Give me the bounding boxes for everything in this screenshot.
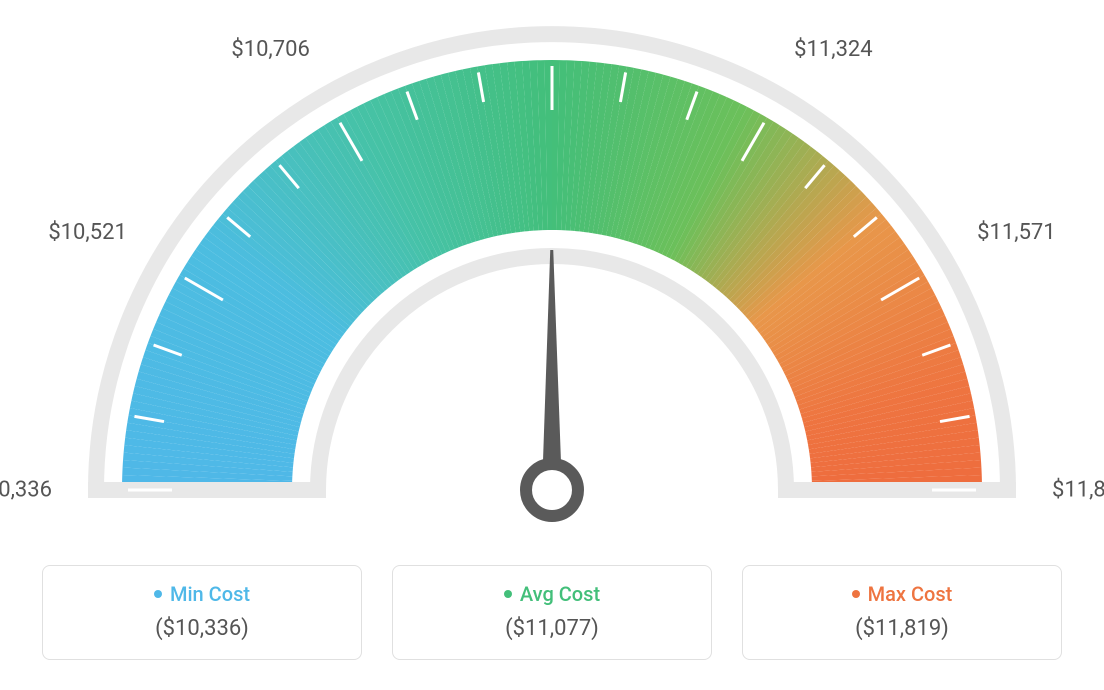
gauge-tick-label: $10,706 [231, 37, 310, 62]
legend-card-min: Min Cost ($10,336) [42, 565, 362, 660]
legend-title-max: Max Cost [852, 582, 953, 606]
gauge-chart-container: $10,336$10,521$10,706$11,077$11,324$11,5… [0, 0, 1104, 690]
gauge-tick-label: $11,819 [1052, 478, 1104, 503]
gauge-tick-label: $10,336 [0, 478, 52, 503]
legend-value-max: ($11,819) [743, 616, 1061, 641]
gauge-needle-hub [526, 464, 578, 516]
gauge-tick-label: $11,571 [977, 220, 1056, 245]
gauge-tick-label: $11,324 [794, 37, 873, 62]
gauge-area: $10,336$10,521$10,706$11,077$11,324$11,5… [0, 0, 1104, 550]
legend-card-avg: Avg Cost ($11,077) [392, 565, 712, 660]
legend-title-avg: Avg Cost [504, 582, 600, 606]
gauge-needle [542, 250, 562, 490]
legend-card-max: Max Cost ($11,819) [742, 565, 1062, 660]
legend-title-min: Min Cost [154, 582, 250, 606]
legend-row: Min Cost ($10,336) Avg Cost ($11,077) Ma… [0, 565, 1104, 660]
legend-value-min: ($10,336) [43, 616, 361, 641]
legend-value-avg: ($11,077) [393, 616, 711, 641]
gauge-tick-label: $10,521 [48, 220, 127, 245]
gauge-svg [0, 0, 1104, 550]
